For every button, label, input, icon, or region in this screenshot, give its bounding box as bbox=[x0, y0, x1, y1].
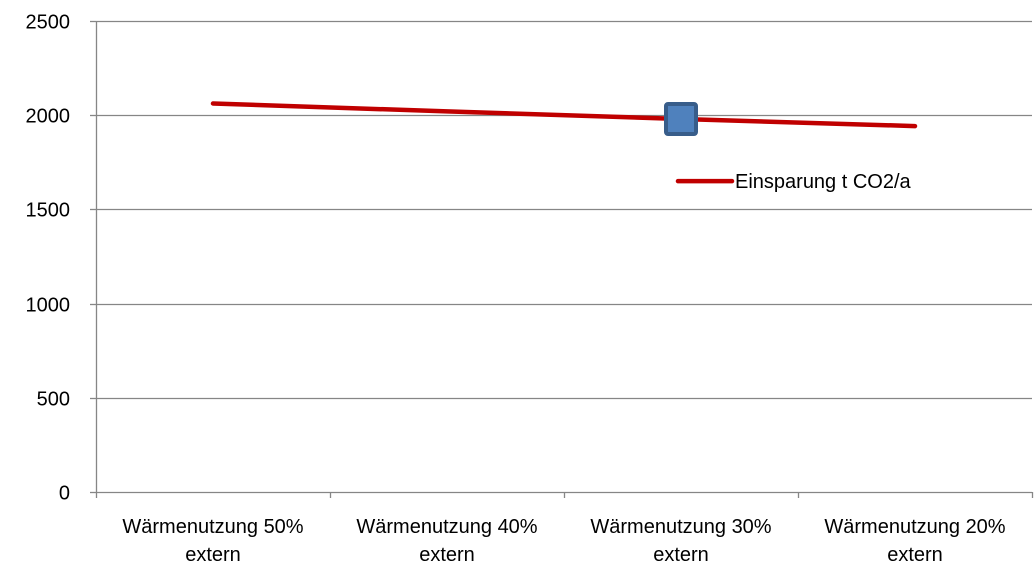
x-tick-label-2-line-0: Wärmenutzung 30% bbox=[590, 516, 771, 538]
y-tick-label-2000: 2000 bbox=[26, 106, 71, 128]
y-tick-label-1000: 1000 bbox=[26, 295, 71, 317]
legend-label: Einsparung t CO2/a bbox=[735, 171, 912, 193]
x-tick-label-3-line-0: Wärmenutzung 20% bbox=[824, 516, 1005, 538]
axes bbox=[90, 20, 1034, 498]
data-markers bbox=[664, 102, 698, 136]
x-tick-label-2-line-1: extern bbox=[653, 544, 709, 566]
y-tick-label-2500: 2500 bbox=[26, 12, 71, 34]
legend: Einsparung t CO2/a bbox=[675, 171, 912, 193]
x-tick-label-1-line-0: Wärmenutzung 40% bbox=[356, 516, 537, 538]
y-tick-labels: 0 500 1000 1500 2000 2500 bbox=[26, 12, 71, 505]
highlight-square-marker bbox=[664, 102, 698, 136]
x-tick-labels: Wärmenutzung 50% extern Wärmenutzung 40% ex… bbox=[122, 516, 1005, 566]
x-tick-label-3-line-1: extern bbox=[887, 544, 943, 566]
x-tick-label-0-line-0: Wärmenutzung 50% bbox=[122, 516, 303, 538]
y-tick-label-1500: 1500 bbox=[26, 200, 71, 222]
x-tick-label-3: Wärmenutzung 20% extern bbox=[824, 516, 1005, 566]
x-tick-label-0-line-1: extern bbox=[185, 544, 241, 566]
gridlines bbox=[96, 20, 1032, 400]
x-tick-label-1: Wärmenutzung 40% extern bbox=[356, 516, 537, 566]
y-tick-label-0: 0 bbox=[59, 483, 70, 505]
x-tick-label-2: Wärmenutzung 30% extern bbox=[590, 516, 771, 566]
x-tick-label-0: Wärmenutzung 50% extern bbox=[122, 516, 303, 566]
series-line-0 bbox=[210, 101, 918, 129]
y-tick-label-500: 500 bbox=[37, 389, 70, 411]
x-tick-label-1-line-1: extern bbox=[419, 544, 475, 566]
series-lines bbox=[210, 101, 918, 129]
